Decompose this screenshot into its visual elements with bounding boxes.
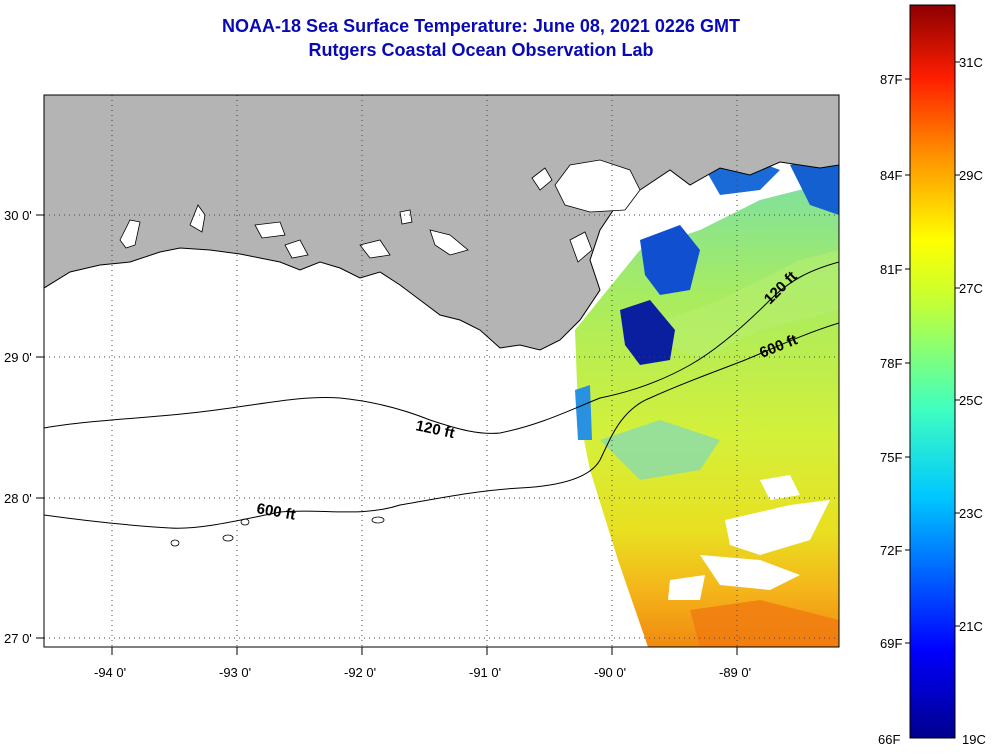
colorbar-gradient bbox=[909, 4, 956, 739]
cb-f-66: 66F bbox=[878, 732, 900, 747]
colorbar: 87F 84F 81F 78F 75F 72F 69F 66F 31C 29C … bbox=[878, 4, 986, 747]
contour-600ft bbox=[44, 322, 839, 529]
cb-f-72: 72F bbox=[880, 543, 902, 558]
cb-c-27: 27C bbox=[959, 281, 983, 296]
cb-c-29: 29C bbox=[959, 168, 983, 183]
cb-f-87: 87F bbox=[880, 72, 902, 87]
graticule bbox=[44, 95, 839, 647]
lat-label-29: 29 0' bbox=[4, 350, 32, 365]
cb-c-23: 23C bbox=[959, 506, 983, 521]
sst-swath bbox=[575, 150, 839, 647]
contour-label-600ft-west: 600 ft bbox=[255, 500, 297, 524]
axis-ticks bbox=[36, 214, 738, 655]
inland-water bbox=[119, 159, 641, 263]
land-coastline bbox=[44, 95, 839, 351]
lat-label-27: 27 0' bbox=[4, 631, 32, 646]
cb-c-19: 19C bbox=[962, 732, 986, 747]
map-title: NOAA-18 Sea Surface Temperature: June 08… bbox=[222, 16, 740, 36]
cb-f-75: 75F bbox=[880, 450, 902, 465]
map-subtitle: Rutgers Coastal Ocean Observation Lab bbox=[308, 40, 654, 60]
lon-label-91: -91 0' bbox=[469, 665, 501, 680]
lon-label-90: -90 0' bbox=[594, 665, 626, 680]
lon-label-92: -92 0' bbox=[344, 665, 376, 680]
lon-label-93: -93 0' bbox=[219, 665, 251, 680]
contour-120ft bbox=[44, 261, 839, 434]
lat-label-28: 28 0' bbox=[4, 491, 32, 506]
cb-f-69: 69F bbox=[880, 636, 902, 651]
lat-label-30: 30 0' bbox=[4, 208, 32, 223]
cb-f-78: 78F bbox=[880, 356, 902, 371]
cb-c-21: 21C bbox=[959, 619, 983, 634]
cb-c-25: 25C bbox=[959, 393, 983, 408]
cb-f-84: 84F bbox=[880, 168, 902, 183]
lon-label-89: -89 0' bbox=[719, 665, 751, 680]
lon-label-94: -94 0' bbox=[94, 665, 126, 680]
contour-islands bbox=[170, 516, 385, 547]
cb-f-81: 81F bbox=[880, 262, 902, 277]
cb-c-31: 31C bbox=[959, 55, 983, 70]
